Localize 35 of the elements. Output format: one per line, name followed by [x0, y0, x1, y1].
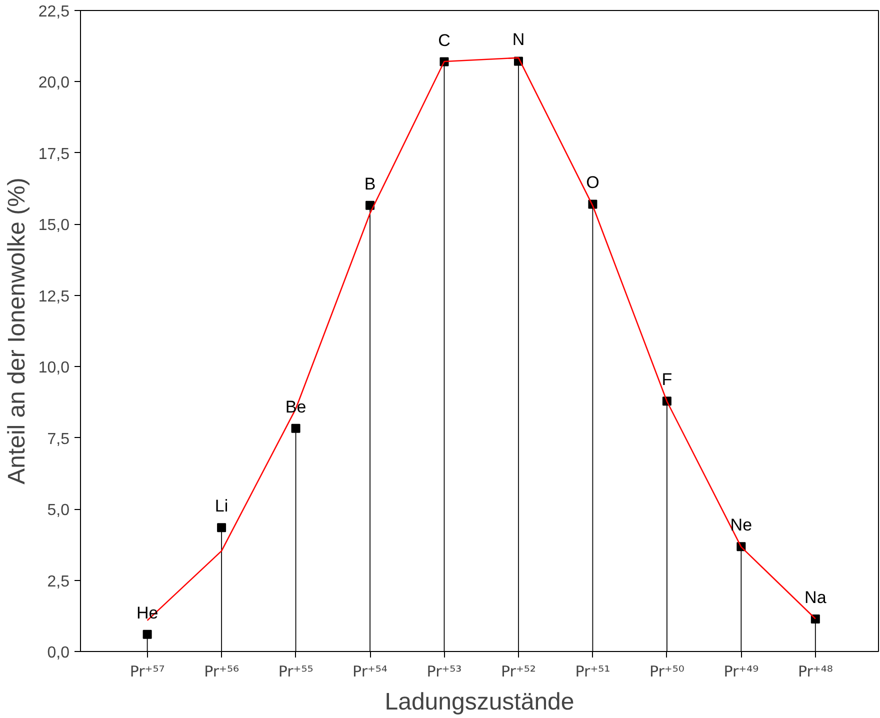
x-tick-label: Pr⁺⁵⁰ — [649, 662, 684, 680]
y-tick-label: 17,5 — [38, 146, 70, 163]
annotation: N — [512, 30, 525, 50]
annotation: Na — [804, 588, 827, 608]
annotation: O — [586, 173, 600, 192]
x-tick-label: Pr⁺⁵¹ — [575, 662, 610, 680]
point — [291, 424, 300, 433]
y-tick-label: 10,0 — [38, 360, 70, 377]
x-tick-label: Pr⁺⁵² — [501, 662, 536, 680]
point — [217, 523, 226, 532]
y-tick-label: 5,0 — [47, 502, 70, 520]
y-axis-title: Anteil an der Ionenwolke (%) — [3, 178, 30, 484]
x-tick-label: Pr⁺⁵³ — [426, 662, 462, 680]
x-tick-label: Pr⁺⁴⁹ — [724, 662, 759, 680]
x-tick-label: Pr⁺⁵⁶ — [204, 662, 239, 680]
annotation: He — [136, 603, 158, 622]
annotation: C — [438, 30, 450, 50]
point — [366, 200, 375, 210]
y-tick-label: 7,5 — [47, 430, 70, 448]
annotation: Li — [214, 496, 228, 516]
annotation: F — [662, 370, 672, 390]
y-tick-label: 12,5 — [38, 288, 70, 306]
annotation: B — [364, 174, 376, 194]
y-tick-label: 2,5 — [47, 573, 70, 590]
y-tick-label: 15,0 — [38, 217, 70, 234]
x-tick-label: Pr⁺⁵⁵ — [278, 662, 314, 680]
x-axis-title: Ladungszustände — [384, 688, 574, 716]
y-tick-label: 22,5 — [38, 4, 70, 20]
point — [142, 630, 152, 639]
x-tick-label: Pr⁺⁵⁴ — [352, 662, 388, 680]
x-tick-label: Pr⁺⁴⁸ — [798, 662, 833, 680]
y-tick-label: 20,0 — [38, 74, 70, 92]
x-tick-label: Pr⁺⁵⁷ — [130, 662, 165, 680]
y-tick-label: 0,0 — [47, 644, 70, 662]
annotation: Ne — [730, 516, 752, 535]
